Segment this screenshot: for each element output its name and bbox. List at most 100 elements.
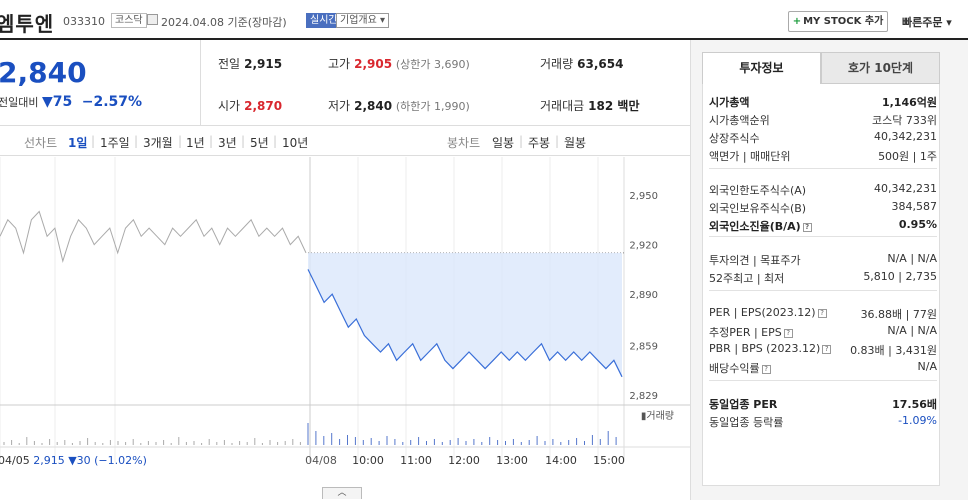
candle-tab-daily[interactable]: 일봉 xyxy=(492,136,515,150)
x-tick-label: 11:00 xyxy=(400,454,432,467)
info-label: PER | EPS(2023.12)? xyxy=(709,306,827,319)
info-label: 외국인보유주식수(B) xyxy=(709,202,807,215)
x-tick-label: 15:00 xyxy=(593,454,625,467)
low-price: 2,840 xyxy=(354,99,393,113)
volume-label: ▮거래량 xyxy=(641,410,674,422)
today-area xyxy=(308,252,622,377)
info-value: 36.88배 | 77원 xyxy=(860,308,937,321)
help-icon[interactable]: ? xyxy=(822,344,832,354)
x-tick-label: 12:00 xyxy=(448,454,480,467)
info-value: -1.09% xyxy=(898,414,937,427)
info-divider xyxy=(709,380,937,381)
y-tick-label: 2,829 xyxy=(629,391,658,402)
info-value: 1,146억원 xyxy=(881,96,937,109)
info-value: 0.95% xyxy=(898,218,937,231)
help-icon[interactable]: ? xyxy=(817,308,827,318)
info-label: 외국인소진율(B/A)? xyxy=(709,218,812,234)
x-tick-label: 10:00 xyxy=(352,454,384,467)
change-percent: −2.57% xyxy=(81,94,143,110)
open-price: 2,870 xyxy=(244,99,283,113)
amount-cell: 거래대금 182 백만 xyxy=(540,99,640,113)
info-value: 500원 | 1주 xyxy=(878,150,937,163)
candle-chart-label: 봉차트 xyxy=(447,136,481,150)
today-line xyxy=(307,269,623,378)
y-tick-label: 2,950 xyxy=(629,191,658,202)
intraday-chart: 2,950 2,920 2,890 2,859 2,829 ▮거래량 04/08 10:00 1… xyxy=(0,157,690,500)
info-label: 시가총액순위 xyxy=(709,114,770,127)
open-cell: 시가 2,870 xyxy=(218,99,283,113)
volume: 63,654 xyxy=(577,57,624,71)
period-tab-3m[interactable]: 3개월 xyxy=(143,136,173,150)
info-label: 동일업종 PER xyxy=(709,398,778,411)
chart-collapse-handle[interactable]: ︿ xyxy=(322,487,362,499)
x-tick-label: 04/05 xyxy=(0,454,33,467)
x-tick-label: 13:00 xyxy=(496,454,528,467)
period-tabs: 선차트 1일 | 1주일 | 3개월 | 1년 | 3년 | 5년 | 10년 … xyxy=(0,126,690,156)
trade-amount: 182 백만 xyxy=(588,99,640,113)
info-value: 17.56배 xyxy=(892,398,937,411)
period-tab-1d[interactable]: 1일 xyxy=(68,136,88,150)
stock-header: 엠투엔 033310 코스닥 2024.04.08 기준(장마감) 실시간 기업… xyxy=(0,0,968,40)
investment-info-box: 시가총액 1,146억원 시가총액순위 코스닥 733위 상장주식수 40,342,231… xyxy=(702,84,940,486)
x-tick-label: 14:00 xyxy=(545,454,577,467)
change-row: 전일대비 ▼75 −2.57% xyxy=(0,94,142,110)
current-price: 2,840 xyxy=(0,56,87,89)
info-label: 액면가 | 매매단위 xyxy=(709,150,791,163)
prev-close-cell: 전일 2,915 xyxy=(218,57,283,71)
add-my-stock-button[interactable]: + MY STOCK 추가 xyxy=(788,11,888,32)
side-tabs: 투자정보 호가 10단계 xyxy=(702,52,940,84)
info-divider xyxy=(709,290,937,291)
stock-code: 033310 xyxy=(63,15,105,28)
info-label: 추정PER | EPS? xyxy=(709,324,793,340)
period-tab-5y[interactable]: 5년 xyxy=(250,136,269,150)
volume-cell: 거래량 63,654 xyxy=(540,57,624,71)
calendar-icon xyxy=(147,14,158,25)
info-value: 40,342,231 xyxy=(874,130,937,143)
period-tab-1w[interactable]: 1주일 xyxy=(100,136,130,150)
chevron-up-icon: ︿ xyxy=(337,488,347,498)
price-summary: 2,840 전일대비 ▼75 −2.57% xyxy=(0,40,690,126)
info-label: 동일업종 등락률 xyxy=(709,416,784,429)
info-label: 배당수익률? xyxy=(709,360,771,376)
info-value: N/A | N/A xyxy=(887,252,937,265)
info-divider xyxy=(709,236,937,237)
high-price: 2,905 xyxy=(354,57,393,71)
info-label: 상장주식수 xyxy=(709,132,760,145)
info-label: PBR | BPS (2023.12)? xyxy=(709,342,832,355)
info-value: N/A xyxy=(917,360,937,373)
candle-tab-weekly[interactable]: 주봉 xyxy=(528,136,551,150)
upper-limit: (상한가 3,690) xyxy=(395,58,470,71)
help-icon[interactable]: ? xyxy=(761,364,771,374)
change-label: 전일대비 xyxy=(0,96,39,109)
info-divider xyxy=(709,168,937,169)
chart-svg: 2,950 2,920 2,890 2,859 2,829 ▮거래량 04/08 10:00 1… xyxy=(0,157,690,467)
date-text: 2024.04.08 기준(장마감) xyxy=(161,16,287,29)
period-tab-3y[interactable]: 3년 xyxy=(218,136,237,150)
info-value: N/A | N/A xyxy=(887,324,937,337)
info-label: 52주최고 | 최저 xyxy=(709,272,785,285)
low-cell: 저가 2,840 (하한가 1,990) xyxy=(328,99,470,113)
prev-close: 2,915 xyxy=(244,57,283,71)
x-tick-label: 04/08 xyxy=(305,454,337,467)
line-chart-label: 선차트 xyxy=(24,136,58,150)
y-tick-label: 2,920 xyxy=(629,241,658,252)
tab-order-book[interactable]: 호가 10단계 xyxy=(821,52,940,84)
candle-tab-monthly[interactable]: 월봉 xyxy=(564,136,587,150)
lower-limit: (하한가 1,990) xyxy=(395,100,470,113)
help-icon[interactable]: ? xyxy=(783,328,793,338)
add-my-stock-label: MY STOCK 추가 xyxy=(803,16,884,27)
investment-panel: 투자정보 호가 10단계 시가총액 1,146억원 시가총액순위 코스닥 733위 상장… xyxy=(690,40,968,500)
info-value: 0.83배 | 3,431원 xyxy=(850,344,937,357)
prev-day-change: 2,915 ▼30 (−1.02%) xyxy=(33,454,147,467)
company-name: 엠투엔 xyxy=(0,12,55,36)
period-tab-1y[interactable]: 1년 xyxy=(186,136,205,150)
info-label: 외국인한도주식수(A) xyxy=(709,184,807,197)
y-tick-label: 2,859 xyxy=(629,341,658,352)
period-tab-10y[interactable]: 10년 xyxy=(282,136,309,150)
company-overview-dropdown[interactable]: 기업개요 ▾ xyxy=(336,13,389,28)
tab-investment-info[interactable]: 투자정보 xyxy=(702,52,821,84)
quick-order-dropdown[interactable]: 빠른주문 ▾ xyxy=(902,16,952,29)
prev-day-info: 04/05 2,915 ▼30 (−1.02%) xyxy=(0,454,147,467)
summary-divider xyxy=(200,40,201,126)
help-icon[interactable]: ? xyxy=(802,222,812,232)
